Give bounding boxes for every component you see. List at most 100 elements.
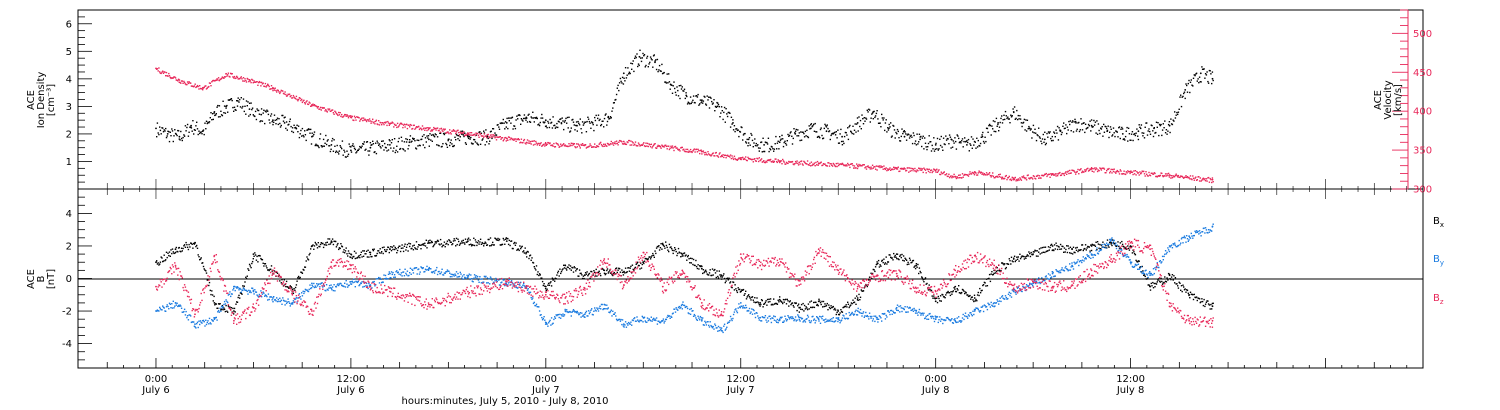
density-point bbox=[1181, 96, 1183, 98]
density-point bbox=[407, 148, 409, 150]
density-data-point bbox=[213, 111, 216, 113]
bx-point bbox=[1131, 252, 1134, 254]
bx-point bbox=[463, 242, 465, 244]
velocity-point bbox=[168, 72, 170, 75]
density-point bbox=[886, 131, 888, 133]
velocity-point bbox=[1062, 172, 1064, 175]
density-point bbox=[441, 145, 443, 148]
bx-point bbox=[992, 273, 995, 276]
velocity-point bbox=[1128, 170, 1131, 173]
density-point bbox=[723, 106, 726, 109]
density-point bbox=[1050, 137, 1052, 140]
bx-point bbox=[748, 294, 750, 296]
density-point bbox=[702, 102, 704, 104]
density-point bbox=[920, 135, 922, 138]
velocity-point bbox=[1174, 174, 1177, 177]
bx-point bbox=[745, 290, 747, 292]
velocity-point bbox=[810, 165, 812, 167]
density-point bbox=[1116, 131, 1118, 133]
bx-point bbox=[1054, 248, 1056, 250]
velocity-point bbox=[497, 136, 499, 139]
bx-point bbox=[289, 285, 291, 287]
velocity-point bbox=[420, 127, 422, 130]
bx-point bbox=[417, 246, 419, 248]
velocity-point bbox=[886, 169, 888, 172]
bx-point bbox=[1167, 272, 1170, 275]
velocity-point bbox=[1124, 173, 1127, 176]
velocity-point bbox=[399, 123, 401, 126]
bx-point bbox=[748, 296, 751, 298]
bx-point bbox=[739, 288, 741, 291]
bx-point bbox=[734, 284, 736, 286]
density-point bbox=[1100, 128, 1103, 130]
by-point bbox=[271, 299, 273, 301]
density-point bbox=[383, 149, 385, 151]
bx-point bbox=[699, 265, 702, 268]
velocity-point bbox=[1209, 177, 1211, 180]
density-point bbox=[529, 121, 532, 123]
bx-point bbox=[759, 305, 761, 307]
bx-point bbox=[427, 242, 429, 244]
bx-point bbox=[536, 273, 538, 276]
density-point bbox=[159, 129, 162, 132]
velocity-point bbox=[637, 142, 640, 144]
density-point bbox=[554, 127, 557, 129]
density-point bbox=[455, 133, 458, 136]
bx-point bbox=[615, 267, 618, 269]
by-point bbox=[174, 305, 176, 307]
bx-point bbox=[763, 303, 765, 305]
velocity-point bbox=[747, 156, 749, 159]
bx-point bbox=[853, 301, 855, 304]
bx-points bbox=[155, 237, 1214, 316]
bx-point bbox=[1183, 286, 1185, 288]
by-point bbox=[190, 315, 192, 317]
bx-data-point bbox=[1110, 241, 1112, 244]
bx-point bbox=[805, 306, 807, 308]
density-point bbox=[158, 133, 160, 136]
velocity-point bbox=[1092, 168, 1094, 170]
by-point bbox=[361, 281, 363, 283]
velocity-point bbox=[724, 154, 726, 156]
velocity-point bbox=[295, 95, 298, 98]
density-point bbox=[513, 125, 516, 127]
velocity-point bbox=[739, 157, 741, 159]
bx-point bbox=[1050, 243, 1053, 246]
velocity-point bbox=[822, 163, 825, 165]
density-point bbox=[333, 139, 335, 141]
velocity-point bbox=[914, 170, 917, 172]
velocity-point bbox=[501, 137, 504, 139]
density-point bbox=[631, 68, 633, 70]
density-point bbox=[1125, 130, 1127, 132]
velocity-point bbox=[879, 166, 881, 169]
density-point bbox=[995, 117, 998, 120]
density-point bbox=[895, 131, 897, 134]
bx-point bbox=[1200, 301, 1202, 303]
bx-point bbox=[196, 247, 199, 249]
density-point bbox=[217, 104, 219, 107]
velocity-point bbox=[338, 114, 341, 116]
density-point bbox=[240, 97, 242, 99]
bx-point bbox=[639, 268, 641, 270]
velocity-point bbox=[833, 163, 835, 166]
bx-point bbox=[1056, 245, 1058, 247]
by-point bbox=[273, 296, 275, 298]
bx-point bbox=[472, 244, 474, 246]
bx-point bbox=[356, 257, 359, 259]
density-point bbox=[913, 134, 915, 137]
density-point bbox=[687, 101, 689, 103]
velocity-point bbox=[906, 167, 908, 169]
by-point bbox=[284, 304, 286, 306]
by-point bbox=[325, 290, 327, 292]
bx-point bbox=[750, 299, 752, 301]
by-point bbox=[350, 283, 353, 285]
density-data-point bbox=[1199, 72, 1202, 75]
bx-point bbox=[293, 288, 295, 290]
velocity-point bbox=[986, 174, 989, 176]
bx-point bbox=[920, 272, 922, 274]
velocity-point bbox=[416, 126, 418, 128]
density-point bbox=[785, 142, 787, 145]
velocity-point bbox=[1158, 175, 1160, 177]
velocity-point bbox=[244, 78, 246, 80]
density-point bbox=[251, 107, 254, 109]
velocity-point bbox=[705, 153, 708, 155]
